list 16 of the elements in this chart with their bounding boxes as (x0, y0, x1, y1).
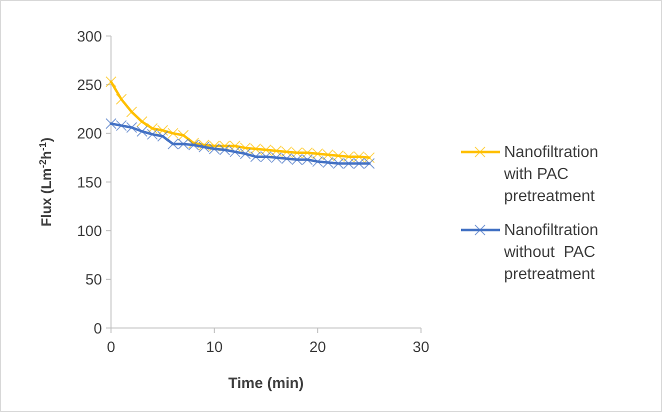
point (116, 94, 127, 105)
x-tick-label: 20 (309, 339, 326, 356)
y-tick-label: 50 (85, 272, 102, 289)
x-axis-title: Time (min) (228, 375, 304, 392)
y-tick-label: 100 (76, 222, 102, 240)
y-tick-label: 0 (94, 320, 102, 338)
point (106, 76, 116, 88)
y-tick-label: 300 (76, 28, 102, 46)
y-tick-label: 250 (76, 76, 102, 94)
y-tick-label: 200 (76, 126, 102, 143)
legend-label: Nanofiltration with PAC pretreatment (503, 144, 598, 205)
legend-label: Nanofiltration without PAC pretreatment (503, 222, 598, 283)
x-tick-label: 30 (412, 339, 430, 356)
x-tick-label: 10 (206, 339, 223, 356)
x-tick-label: 0 (106, 339, 116, 356)
y-tick-label: 150 (76, 174, 102, 192)
